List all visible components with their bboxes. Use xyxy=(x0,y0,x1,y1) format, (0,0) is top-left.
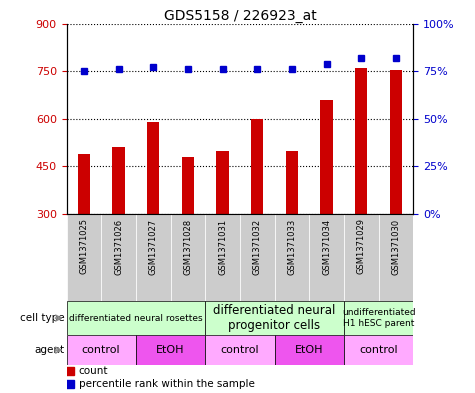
Bar xyxy=(355,68,367,214)
Bar xyxy=(147,122,159,214)
Bar xyxy=(344,301,413,335)
Text: GSM1371029: GSM1371029 xyxy=(357,219,366,274)
Text: differentiated neural rosettes: differentiated neural rosettes xyxy=(69,314,203,323)
Bar xyxy=(275,335,344,365)
Text: count: count xyxy=(79,366,108,376)
Text: GSM1371030: GSM1371030 xyxy=(391,219,400,275)
Bar xyxy=(66,301,205,335)
Text: control: control xyxy=(82,345,121,355)
Bar xyxy=(78,154,90,214)
Bar xyxy=(205,214,240,301)
Text: control: control xyxy=(220,345,259,355)
Text: GSM1371032: GSM1371032 xyxy=(253,219,262,275)
Bar xyxy=(390,70,402,214)
Text: undifferentiated
H1 hESC parent: undifferentiated H1 hESC parent xyxy=(342,309,415,328)
Text: GSM1371031: GSM1371031 xyxy=(218,219,227,275)
Bar xyxy=(171,214,205,301)
Text: EtOH: EtOH xyxy=(295,345,323,355)
Bar xyxy=(66,214,101,301)
Bar xyxy=(136,214,171,301)
Bar xyxy=(217,151,228,214)
Bar xyxy=(182,157,194,214)
Text: GSM1371028: GSM1371028 xyxy=(183,219,192,275)
Bar xyxy=(286,151,298,214)
Bar xyxy=(136,335,205,365)
Bar xyxy=(251,119,263,214)
Text: GSM1371027: GSM1371027 xyxy=(149,219,158,275)
Bar xyxy=(309,214,344,301)
Text: EtOH: EtOH xyxy=(156,345,185,355)
Bar xyxy=(321,100,332,214)
Bar xyxy=(379,214,413,301)
Text: percentile rank within the sample: percentile rank within the sample xyxy=(79,379,255,389)
Text: GSM1371025: GSM1371025 xyxy=(79,219,88,274)
Bar xyxy=(101,214,136,301)
Text: agent: agent xyxy=(35,345,65,355)
Text: cell type: cell type xyxy=(20,313,65,323)
Bar xyxy=(113,147,124,214)
Bar xyxy=(275,214,309,301)
Text: GSM1371026: GSM1371026 xyxy=(114,219,123,275)
Bar xyxy=(205,301,344,335)
Bar xyxy=(240,214,275,301)
Bar xyxy=(66,335,136,365)
Title: GDS5158 / 226923_at: GDS5158 / 226923_at xyxy=(163,9,316,22)
Bar xyxy=(344,214,379,301)
Text: control: control xyxy=(359,345,398,355)
Bar xyxy=(205,335,275,365)
Bar xyxy=(344,335,413,365)
Text: differentiated neural
progenitor cells: differentiated neural progenitor cells xyxy=(213,304,336,332)
Text: GSM1371033: GSM1371033 xyxy=(287,219,296,275)
Text: GSM1371034: GSM1371034 xyxy=(322,219,331,275)
